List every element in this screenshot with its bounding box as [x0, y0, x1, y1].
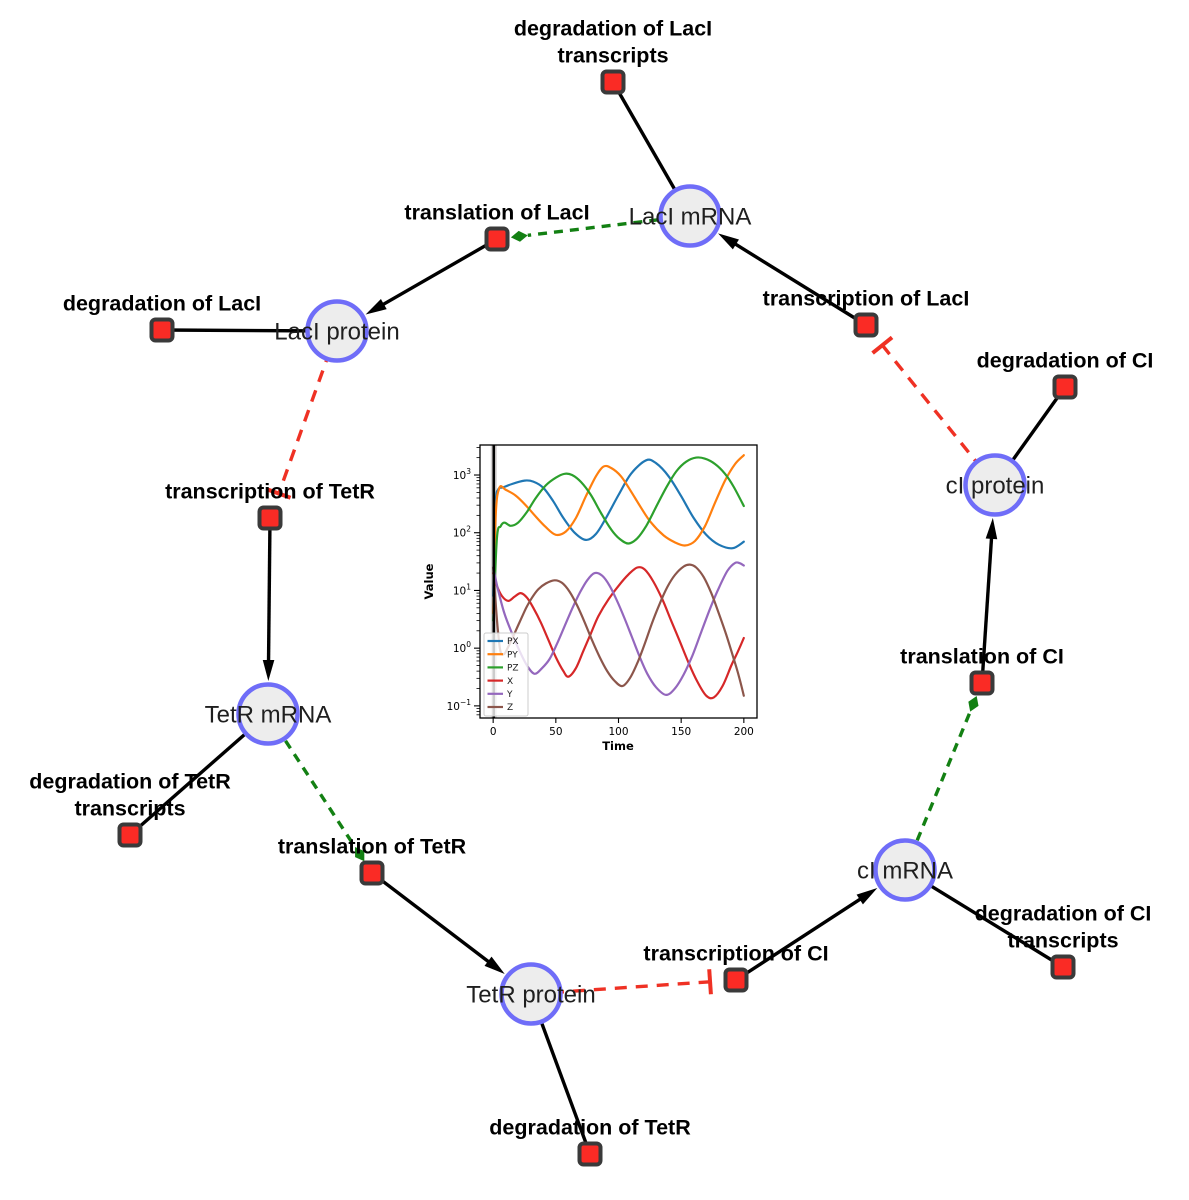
inset-timecourse-chart: 0 50 100 150 200 10−1 100 101 102 103 PX PY PZ XYZ Ti… — [422, 444, 758, 753]
reaction-node-transcription-tetr — [257, 505, 283, 531]
species-node-ci-protein — [963, 453, 1027, 517]
x-tick-label: 200 — [734, 726, 754, 738]
reaction-node-deg-tetr-transcripts — [117, 822, 143, 848]
edge-tetr-mrna--translation-tetr-modifier — [266, 713, 365, 862]
reaction-node-deg-ci — [1052, 374, 1078, 400]
species-label-tetr-mrna: TetR mRNA — [205, 702, 332, 729]
reaction-label-deg-ci-transcripts: degradation of CI transcripts — [975, 902, 1152, 953]
arrowhead — [262, 659, 275, 682]
node-layer — [117, 69, 1078, 1167]
legend-label-PX: PX — [507, 637, 519, 647]
reaction-label-transcription-tetr: transcription of TetR — [165, 480, 375, 504]
modifier-diamond — [355, 847, 365, 862]
arrowhead — [856, 888, 878, 905]
y-tick-label: 103 — [453, 467, 471, 482]
legend-label-Z: Z — [507, 703, 513, 713]
x-tick-label: 50 — [549, 726, 562, 738]
y-tick-label: 101 — [453, 582, 471, 597]
species-label-tetr-protein: TetR protein — [466, 982, 595, 1009]
x-tick-label: 150 — [671, 726, 691, 738]
edge-line — [266, 517, 272, 664]
edge-transcription-ci--ci-mrna-production — [735, 888, 878, 982]
edge-ci-mrna--translation-ci-modifier — [903, 695, 979, 871]
legend-label-PY: PY — [507, 650, 518, 660]
reaction-node-translation-ci — [969, 670, 995, 696]
species-node-laci-protein — [305, 299, 369, 363]
arrowhead — [985, 517, 998, 540]
species-node-tetr-protein — [499, 962, 563, 1026]
reaction-label-translation-laci: translation of LacI — [404, 201, 589, 225]
reaction-label-deg-ci: degradation of CI — [977, 349, 1154, 373]
chart-plot-area: 0 50 100 150 200 10−1 100 101 102 103 PX PY PZ XYZ — [447, 444, 758, 738]
arrowhead — [718, 233, 739, 250]
modifier-diamond — [510, 230, 528, 242]
legend-box — [483, 632, 529, 717]
reaction-node-transcription-ci — [723, 967, 749, 993]
reaction-node-translation-tetr — [359, 860, 385, 886]
edge-line — [903, 711, 972, 871]
edge-line — [735, 896, 864, 982]
edge-translation-tetr--tetr-protein-production — [370, 871, 505, 975]
legend-label-X: X — [507, 677, 513, 687]
reaction-node-deg-laci-transcripts — [600, 69, 626, 95]
reaction-node-deg-laci — [149, 317, 175, 343]
reaction-label-deg-tetr: degradation of TetR — [489, 1116, 691, 1140]
species-node-laci-mrna — [658, 184, 722, 248]
reaction-node-deg-tetr — [577, 1141, 603, 1167]
modifier-diamond — [968, 695, 979, 712]
species-node-ci-mrna — [873, 838, 937, 902]
edge-line — [732, 241, 867, 327]
reaction-label-deg-tetr-transcripts: degradation of TetR transcripts — [29, 770, 231, 821]
species-label-ci-mrna: cI mRNA — [857, 858, 953, 885]
chart-x-axis-label: Time — [602, 739, 634, 753]
series-line-Y — [492, 561, 745, 696]
legend-label-Y: Y — [506, 690, 513, 700]
species-label-laci-mrna: LacI mRNA — [629, 204, 752, 231]
chart-legend: PX PY PZ XYZ — [483, 632, 529, 717]
label-layer: LacI mRNA LacI protein cI protein TetR mRNA… — [29, 17, 1153, 1140]
chart-y-axis-label: Value — [422, 563, 436, 599]
reaction-label-transcription-ci: transcription of CI — [643, 942, 828, 966]
series-line-X — [492, 566, 745, 700]
chart-series-group — [492, 454, 745, 700]
y-tick-label: 10−1 — [447, 698, 472, 713]
reaction-label-translation-tetr: translation of TetR — [278, 835, 467, 859]
y-tick-label: 100 — [453, 640, 471, 655]
edge-transcription-tetr--tetr-mrna-production — [262, 517, 275, 682]
edge-transcription-laci--laci-mrna-production — [718, 233, 867, 327]
edge-translation-ci--ci-protein-production — [980, 517, 998, 684]
x-tick-label: 100 — [608, 726, 628, 738]
arrowhead — [365, 299, 387, 315]
edge-line — [980, 535, 994, 684]
edge-laci-mrna--translation-laci-modifier — [510, 214, 691, 242]
species-node-tetr-mrna — [236, 682, 300, 746]
reaction-node-translation-laci — [484, 226, 510, 252]
y-tick-label: 102 — [453, 525, 471, 540]
edge-line — [380, 237, 498, 308]
reaction-label-deg-laci-transcripts: degradation of LacI transcripts — [514, 17, 712, 68]
reaction-label-translation-ci: translation of CI — [900, 645, 1064, 669]
reaction-label-deg-laci: degradation of LacI — [63, 292, 261, 316]
legend-label-PZ: PZ — [507, 664, 519, 674]
inhibition-tbar — [266, 487, 292, 500]
edge-line — [370, 871, 492, 965]
reaction-node-deg-ci-transcripts — [1050, 954, 1076, 980]
series-line-PX — [492, 458, 745, 598]
edge-line — [527, 214, 691, 238]
edge-line — [266, 713, 357, 848]
series-line-PZ — [492, 456, 745, 622]
reaction-node-transcription-laci — [853, 312, 879, 338]
series-line-PY — [492, 454, 745, 615]
x-tick-label: 0 — [490, 726, 497, 738]
species-label-laci-protein: LacI protein — [274, 319, 399, 346]
reaction-label-transcription-laci: transcription of LacI — [763, 287, 970, 311]
edge-translation-laci--laci-protein-production — [365, 237, 498, 315]
species-label-ci-protein: cI protein — [946, 473, 1045, 500]
